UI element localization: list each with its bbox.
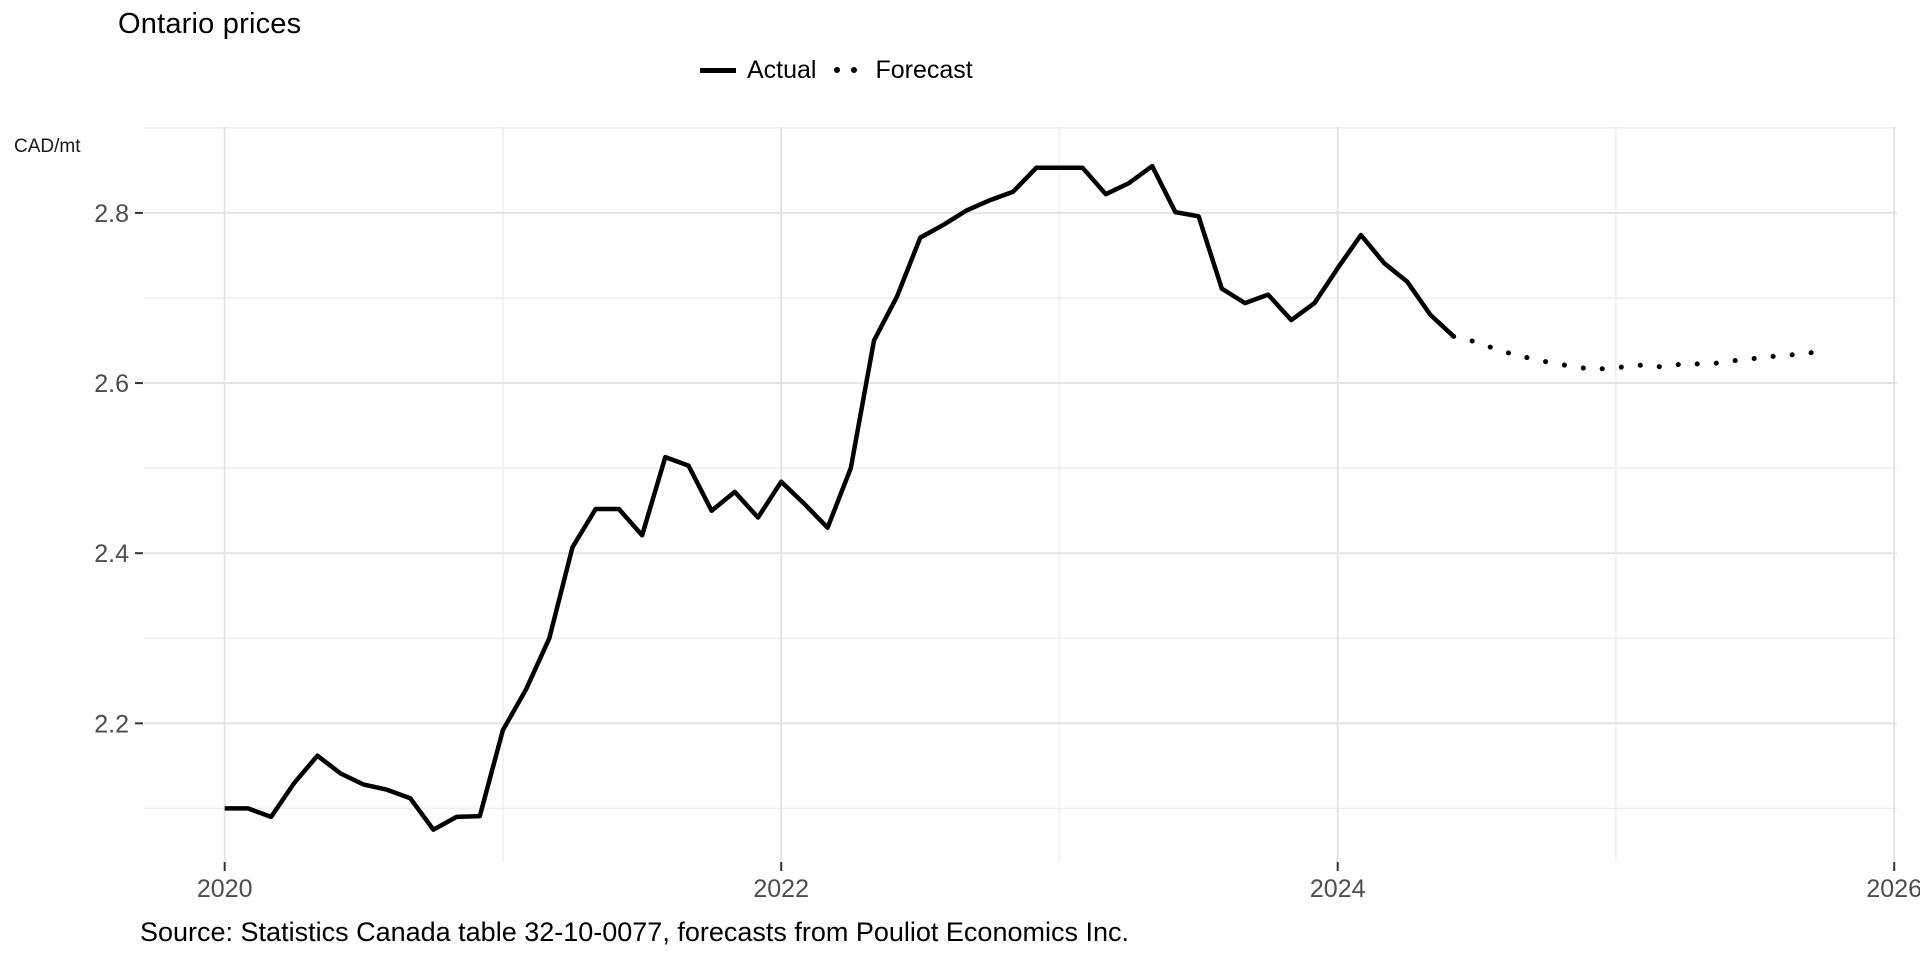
- x-tick-label: 2024: [1310, 875, 1366, 903]
- source-note: Source: Statistics Canada table 32-10-00…: [140, 917, 1129, 947]
- page-title: Ontario prices: [118, 8, 302, 40]
- actual-line: [224, 163, 1456, 832]
- y-tick-label: 2.2: [94, 710, 129, 738]
- y-axis-unit-label: CAD/mt: [14, 136, 81, 157]
- forecast-line: [1451, 333, 1828, 372]
- legend: Actual Forecast: [700, 54, 973, 86]
- y-tick-label: 2.8: [94, 200, 129, 228]
- legend-label-actual: Actual: [747, 55, 817, 84]
- forecast-line-swatch-icon: [828, 67, 864, 73]
- x-tick-label: 2020: [197, 875, 253, 903]
- legend-item-actual: Actual: [700, 56, 816, 85]
- y-tick-label: 2.4: [94, 540, 129, 568]
- x-tick-label: 2022: [753, 875, 809, 903]
- legend-label-forecast: Forecast: [875, 55, 973, 84]
- legend-item-forecast: Forecast: [828, 55, 973, 85]
- x-tick-label: 2026: [1866, 875, 1920, 903]
- y-tick-label: 2.6: [94, 370, 129, 398]
- actual-line-swatch-icon: [700, 67, 736, 73]
